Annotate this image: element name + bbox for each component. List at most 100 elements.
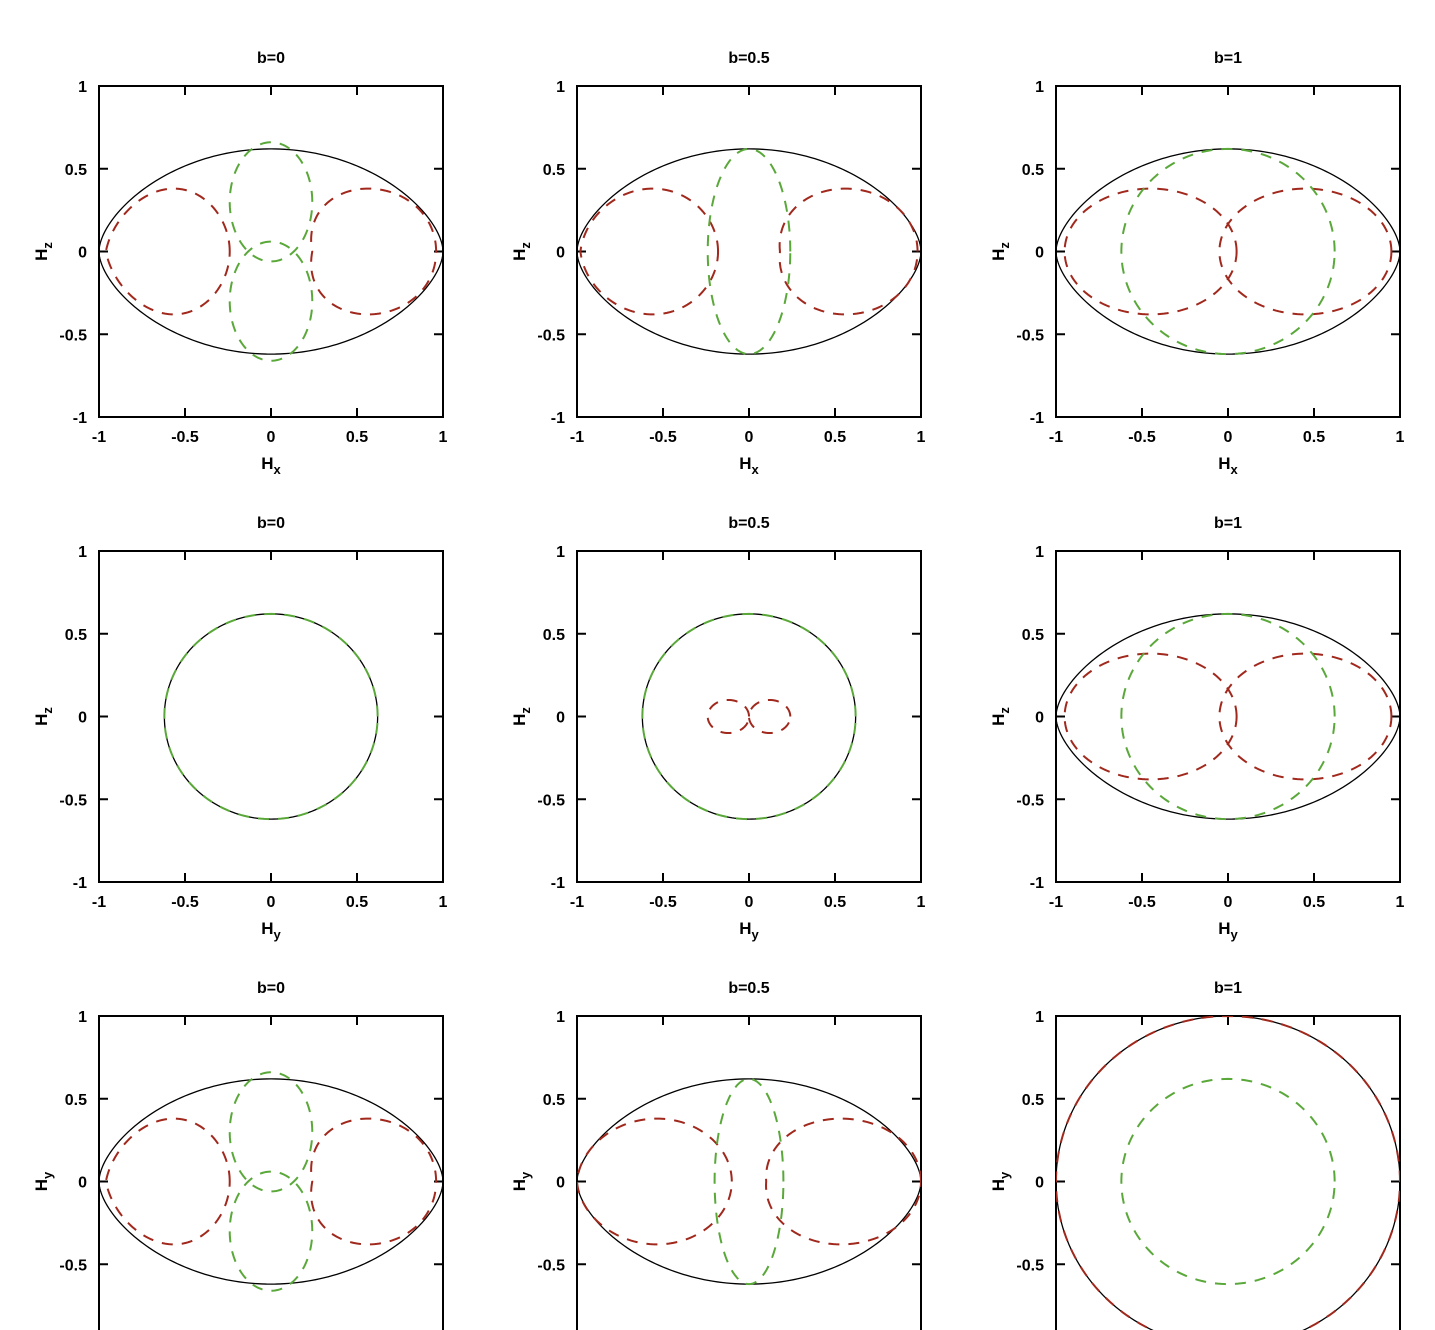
x-tick-label: -1: [1049, 894, 1063, 911]
x-tick-label: -1: [92, 894, 106, 911]
x-tick-label: -1: [1049, 429, 1063, 446]
green-dashed-curve: [713, 1077, 785, 1286]
y-tick-label: -0.5: [537, 792, 565, 809]
y-axis-label: Hy: [989, 1171, 1012, 1191]
envelope-curve: [577, 1078, 921, 1285]
y-tick-label: 1: [78, 79, 87, 96]
y-axis-label: Hy: [510, 1171, 533, 1191]
x-tick-label: 1: [1396, 429, 1405, 446]
y-tick-label: 1: [556, 544, 565, 561]
y-tick-label: -1: [1030, 410, 1044, 427]
y-tick-label: 0: [78, 1175, 87, 1192]
x-tick-label: -1: [570, 894, 584, 911]
red-dashed-curve: [1056, 1016, 1400, 1330]
y-tick-label: 0: [78, 245, 87, 262]
y-tick-label: -0.5: [1016, 1257, 1044, 1274]
y-axis-label: Hz: [510, 707, 533, 726]
subplot-title: b=0.5: [728, 515, 769, 532]
envelope-curve: [1056, 1016, 1400, 1330]
subplot-3: b=1 1 0.5 0 -0.5 -1 -1 -0.5 0 0.5 1 Hx Hz: [989, 50, 1405, 477]
x-tick-label: 0.5: [346, 894, 368, 911]
envelope-curve: [1056, 613, 1400, 820]
x-tick-label: -0.5: [1128, 894, 1156, 911]
y-tick-label: -1: [551, 410, 565, 427]
x-tick-label: -0.5: [649, 429, 677, 446]
y-tick-label: -1: [1030, 875, 1044, 892]
y-axis-label: Hz: [989, 707, 1012, 726]
red-dashed-curve: [1063, 187, 1238, 316]
x-axis-label: Hx: [261, 454, 281, 477]
green-dashed-curve: [228, 1170, 314, 1292]
subplot-title: b=0: [257, 980, 285, 997]
envelope-curve: [577, 148, 921, 355]
y-tick-label: -1: [73, 410, 87, 427]
x-tick-label: 1: [439, 894, 448, 911]
y-tick-label: -0.5: [537, 327, 565, 344]
x-axis-label: Hy: [739, 919, 759, 942]
red-dashed-curve: [310, 1117, 438, 1246]
y-tick-label: 1: [1035, 544, 1044, 561]
y-tick-label: 0: [1035, 710, 1044, 727]
y-tick-label: 0: [556, 710, 565, 727]
y-axis-label: Hz: [32, 242, 55, 261]
red-dashed-curve: [1063, 652, 1238, 781]
y-tick-label: 1: [78, 544, 87, 561]
green-dashed-curve: [228, 141, 314, 263]
x-axis-label: Hy: [1218, 919, 1238, 942]
x-tick-label: 0.5: [346, 429, 368, 446]
green-dashed-curve: [1120, 147, 1336, 356]
subplot-2: b=0.5 1 0.5 0 -0.5 -1 -1 -0.5 0 0.5 1 Hx Hz: [510, 50, 926, 477]
y-tick-label: 0.5: [1022, 627, 1044, 644]
y-tick-label: 0.5: [65, 162, 87, 179]
plot-frame: [576, 1015, 922, 1330]
x-tick-label: -1: [570, 429, 584, 446]
x-tick-label: -0.5: [171, 429, 199, 446]
subplot-title: b=1: [1214, 980, 1242, 997]
plot-frame: [98, 1015, 444, 1330]
x-axis-label: Hx: [739, 454, 759, 477]
y-tick-label: 0.5: [543, 162, 565, 179]
red-dashed-curve: [577, 1117, 733, 1246]
x-tick-label: -0.5: [171, 894, 199, 911]
subplot-7: b=0 1 0.5 0 -0.5 Hy: [32, 980, 444, 1330]
subplot-title: b=0.5: [728, 50, 769, 67]
subplot-8: b=0.5 1 0.5 0 -0.5 Hy: [510, 980, 922, 1330]
envelope-curve: [99, 1078, 443, 1285]
x-tick-label: 0.5: [824, 429, 846, 446]
y-axis-label: Hz: [32, 707, 55, 726]
y-tick-label: 1: [556, 1009, 565, 1026]
x-tick-label: 0: [1224, 429, 1233, 446]
green-dashed-curve: [641, 612, 857, 821]
green-dashed-curve: [163, 612, 379, 821]
red-dashed-curve: [104, 187, 231, 316]
x-tick-label: -1: [92, 429, 106, 446]
y-tick-label: 1: [556, 79, 565, 96]
subplot-title: b=1: [1214, 50, 1242, 67]
x-tick-label: 1: [917, 429, 926, 446]
green-dashed-curve: [1120, 612, 1336, 821]
y-tick-label: 0: [1035, 1175, 1044, 1192]
green-dashed-curve: [706, 147, 792, 356]
y-axis-label: Hz: [510, 242, 533, 261]
y-tick-label: 1: [1035, 1009, 1044, 1026]
x-tick-label: 1: [917, 894, 926, 911]
y-tick-label: 0.5: [65, 1092, 87, 1109]
subplot-title: b=1: [1214, 515, 1242, 532]
y-axis-label: Hz: [989, 242, 1012, 261]
x-tick-label: 0: [745, 429, 754, 446]
red-dashed-curve: [765, 1117, 921, 1246]
plot-frame: [576, 85, 922, 418]
plot-frame: [98, 85, 444, 418]
subplot-4: b=0 1 0.5 0 -0.5 -1 -1 -0.5 0 0.5 1 Hy Hz: [32, 515, 448, 942]
subplot-title: b=0: [257, 515, 285, 532]
y-tick-label: -0.5: [537, 1257, 565, 1274]
plot-frame: [98, 550, 444, 883]
x-tick-label: -0.5: [649, 894, 677, 911]
red-dashed-curve: [1218, 652, 1393, 781]
x-tick-label: 0: [1224, 894, 1233, 911]
x-tick-label: 1: [1396, 894, 1405, 911]
red-dashed-curve: [1218, 187, 1393, 316]
y-tick-label: 0.5: [1022, 162, 1044, 179]
red-dashed-curve: [579, 187, 720, 316]
y-tick-label: 0: [556, 245, 565, 262]
